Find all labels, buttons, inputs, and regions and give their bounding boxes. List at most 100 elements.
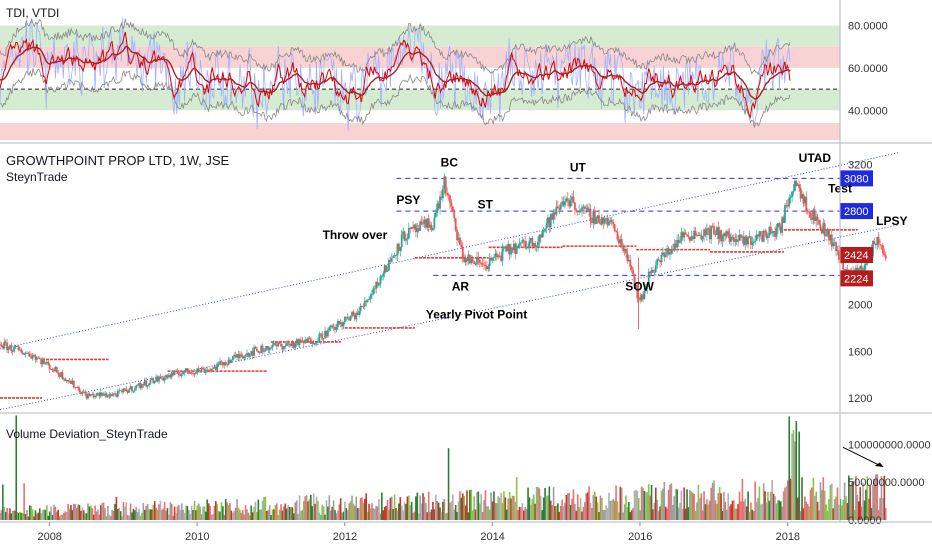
candle-body <box>612 221 615 225</box>
volume-bar <box>251 512 254 520</box>
candle-body <box>605 218 608 219</box>
volume-bar <box>403 502 406 520</box>
volume-bar <box>470 489 473 520</box>
candle-body <box>741 236 744 238</box>
volume-bar <box>708 500 711 520</box>
candle-body <box>349 316 352 321</box>
volume-bar <box>6 507 8 520</box>
candle-body <box>537 241 539 246</box>
volume-bar <box>312 493 315 520</box>
volume-bar <box>629 512 632 520</box>
volume-bar <box>261 500 264 520</box>
volume-bar <box>26 510 28 520</box>
candle-body <box>345 316 348 318</box>
volume-bar <box>68 508 71 520</box>
candle-body <box>721 235 724 242</box>
candle-body <box>635 284 637 287</box>
volume-bar <box>324 514 326 520</box>
volume-bar <box>586 492 589 520</box>
volume-bar <box>620 487 623 520</box>
candle-body <box>582 206 585 208</box>
candle-body <box>224 362 227 365</box>
annotation-label: SOW <box>625 280 654 294</box>
candle-body <box>265 346 268 349</box>
volume-bar <box>596 502 599 520</box>
candle-body <box>62 378 65 380</box>
candle-body <box>389 259 392 262</box>
candle-body <box>70 380 72 385</box>
candle-body <box>37 357 40 359</box>
price-badge-label: 2800 <box>844 206 868 218</box>
candle-body <box>77 386 79 389</box>
volume-bar <box>825 504 827 520</box>
indicator-band <box>0 25 840 47</box>
candle-body <box>14 346 17 347</box>
candle-body <box>230 360 233 364</box>
candle-body <box>253 347 255 356</box>
volume-bar <box>723 491 725 520</box>
candle-body <box>755 234 758 241</box>
candle-body <box>687 235 690 237</box>
candle-body <box>226 364 229 366</box>
volume-bar <box>216 503 218 520</box>
candle-body <box>308 337 311 339</box>
candle-body <box>808 211 811 213</box>
volume-bar <box>119 511 122 520</box>
volume-bar <box>728 506 731 520</box>
volume-bar <box>118 507 121 520</box>
price-badge-label: 2224 <box>844 273 868 285</box>
candle-body <box>397 243 400 251</box>
candle-body <box>485 265 488 270</box>
candle-body <box>617 239 620 244</box>
candle-body <box>61 372 64 379</box>
candle-body <box>352 311 355 315</box>
candle-body <box>740 234 742 238</box>
candle-body <box>193 373 196 375</box>
candle-body <box>769 226 772 234</box>
volume-bar <box>17 513 20 520</box>
volume-bar <box>540 495 542 520</box>
candle-body <box>422 223 424 225</box>
candle-body <box>371 294 373 296</box>
candle-body <box>508 243 511 255</box>
candle-body <box>268 347 271 351</box>
candle-body <box>139 382 142 389</box>
volume-bar <box>88 506 91 520</box>
volume-bar <box>548 486 551 520</box>
volume-bar <box>368 503 370 520</box>
candle-body <box>112 393 115 395</box>
volume-bar <box>493 491 495 520</box>
candle-body <box>579 210 582 212</box>
volume-bar <box>547 495 549 520</box>
volume-bar <box>30 506 33 520</box>
volume-bar <box>788 416 791 520</box>
candle-body <box>681 232 684 238</box>
price-tick-label: 1600 <box>848 346 872 358</box>
volume-bar <box>659 506 661 520</box>
volume-bar <box>426 512 429 520</box>
volume-bar <box>348 503 350 520</box>
volume-bar <box>453 509 456 520</box>
volume-bar <box>809 489 812 520</box>
volume-bar <box>13 510 15 520</box>
indicator-lower-band <box>0 68 791 129</box>
volume-bar <box>229 503 231 520</box>
candle-body <box>65 379 68 382</box>
candle-body <box>788 197 791 207</box>
candle-body <box>750 236 752 245</box>
volume-bar <box>125 502 128 520</box>
volume-bar <box>227 505 230 520</box>
volume-bar <box>703 491 705 520</box>
candle-body <box>433 217 436 228</box>
volume-bar <box>115 496 118 520</box>
volume-bar <box>21 513 24 520</box>
volume-bar <box>0 509 3 520</box>
price-title: GROWTHPOINT PROP LTD, 1W, JSE <box>6 153 230 168</box>
candle-body <box>650 270 653 274</box>
volume-bar <box>884 508 887 520</box>
candle-body <box>417 228 420 231</box>
volume-bar <box>532 494 535 520</box>
candle-body <box>332 326 335 328</box>
candle-body <box>490 257 493 261</box>
volume-bar <box>331 506 333 520</box>
